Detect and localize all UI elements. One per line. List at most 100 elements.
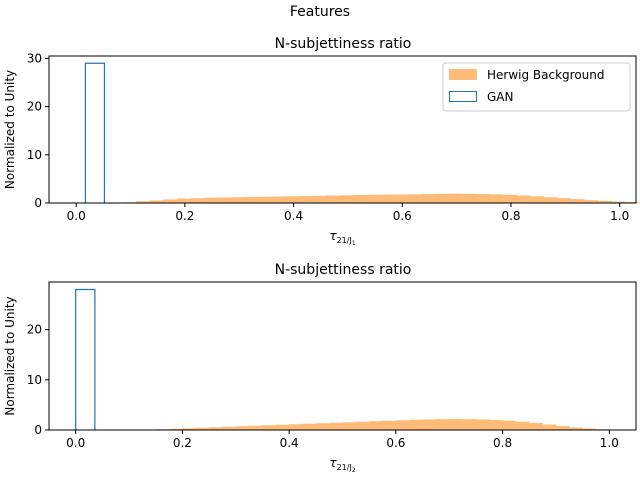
background-bar — [422, 419, 437, 430]
x-tick-label: 1.0 — [600, 436, 619, 450]
background-bar — [271, 196, 286, 203]
figure-suptitle: Features — [290, 4, 350, 20]
background-bar — [395, 420, 410, 430]
x-tick-label: 0.2 — [173, 436, 192, 450]
background-bar — [231, 197, 245, 203]
legend-label-herwig-background: Herwig Background — [487, 68, 605, 82]
background-bar — [555, 425, 570, 430]
background-bar — [489, 419, 503, 430]
chart-title-bottom: N-subjettiness ratio — [275, 262, 412, 278]
background-bar — [542, 424, 557, 430]
y-tick-label: 0 — [34, 196, 42, 210]
background-bar — [244, 196, 259, 203]
background-bar — [611, 201, 626, 203]
background-bar — [489, 194, 504, 203]
x-tick-label: 0.4 — [284, 209, 303, 223]
plot-frame-top — [48, 55, 637, 204]
background-bar — [249, 425, 263, 430]
x-axis-ticks-bottom: 0.0 0.2 0.4 0.6 0.8 1.0 — [66, 430, 619, 450]
background-bar — [299, 196, 313, 203]
background-bar — [462, 193, 476, 203]
x-tick-label: 0.0 — [66, 436, 85, 450]
background-bar — [380, 194, 395, 203]
background-bar — [195, 427, 210, 430]
legend-swatch-herwig-background — [449, 69, 477, 80]
background-bar — [209, 427, 223, 430]
y-tick-label: 20 — [27, 100, 42, 114]
x-tick-label: 1.0 — [610, 209, 629, 223]
y-tick-label: 20 — [27, 323, 42, 337]
background-bar — [203, 197, 218, 203]
background-bar — [135, 201, 150, 203]
y-axis-label-top: Normalized to Unity — [3, 70, 17, 189]
background-bar — [597, 200, 612, 203]
background-bar — [448, 193, 463, 203]
background-bar — [407, 194, 422, 203]
gan-histogram-top — [84, 62, 106, 203]
background-bar — [169, 428, 183, 430]
background-bar — [475, 419, 490, 430]
background-bar — [557, 198, 572, 203]
y-tick-label: 10 — [27, 148, 42, 162]
background-bar — [302, 423, 317, 430]
background-histogram-top — [122, 193, 640, 203]
y-axis-label-bottom: Normalized to Unity — [3, 296, 17, 415]
background-bar — [584, 200, 599, 203]
background-bar — [149, 200, 164, 203]
background-bar — [289, 424, 303, 430]
background-bar — [529, 422, 543, 430]
background-bar — [475, 194, 490, 203]
x-tick-label: 0.6 — [386, 436, 405, 450]
y-tick-label: 0 — [34, 423, 42, 437]
y-axis-ticks-top: 0 10 20 30 — [27, 51, 49, 210]
legend-label-gan: GAN — [487, 90, 513, 104]
x-tick-label: 0.0 — [67, 209, 86, 223]
chart-title-top: N-subjettiness ratio — [275, 36, 412, 52]
background-bar — [434, 193, 449, 203]
background-bar — [326, 195, 341, 203]
background-bar — [462, 419, 477, 430]
background-bar — [355, 421, 370, 430]
background-bar — [515, 421, 530, 430]
y-tick-label: 10 — [27, 373, 42, 387]
background-bar — [342, 422, 357, 430]
background-bar — [182, 428, 197, 430]
background-bar — [502, 420, 517, 430]
background-bar — [569, 427, 583, 430]
x-tick-label: 0.2 — [175, 209, 194, 223]
y-axis-ticks-bottom: 0 10 20 — [27, 323, 49, 437]
background-bar — [353, 195, 368, 203]
x-tick-label: 0.6 — [393, 209, 412, 223]
background-bar — [409, 419, 423, 430]
background-bar — [235, 426, 250, 430]
background-bar — [449, 418, 463, 430]
background-bar — [176, 198, 191, 203]
x-axis-label-bottom: τ21/J2 — [329, 456, 355, 474]
background-bar — [329, 422, 343, 430]
x-axis-label-top: τ21/J1 — [329, 229, 355, 247]
gan-bar — [75, 288, 96, 430]
legend-swatch-gan — [449, 91, 477, 102]
background-bar — [421, 194, 436, 203]
x-tick-label: 0.4 — [280, 436, 299, 450]
background-bar — [382, 420, 397, 430]
x-axis-ticks-top: 0.0 0.2 0.4 0.6 0.8 1.0 — [67, 203, 629, 223]
plot-frame-bottom — [48, 281, 637, 431]
background-bar — [258, 196, 273, 203]
x-tick-label: 0.8 — [501, 209, 520, 223]
background-bar — [530, 196, 544, 203]
background-bar — [435, 419, 450, 430]
background-bar — [315, 423, 330, 430]
background-bar — [369, 421, 383, 430]
background-bar — [366, 194, 381, 203]
chart-panel-bottom: N-subjettiness ratio 0.0 0.2 0.4 0.6 0.8 1.0 … — [3, 262, 637, 474]
background-bar — [275, 424, 290, 430]
background-bar — [217, 197, 232, 203]
background-bar — [222, 426, 237, 430]
background-bar — [543, 197, 558, 203]
background-bar — [394, 194, 409, 203]
gan-histogram-bottom — [75, 288, 96, 430]
background-bar — [516, 195, 531, 203]
background-bar — [339, 195, 354, 203]
y-tick-label: 30 — [27, 51, 42, 65]
